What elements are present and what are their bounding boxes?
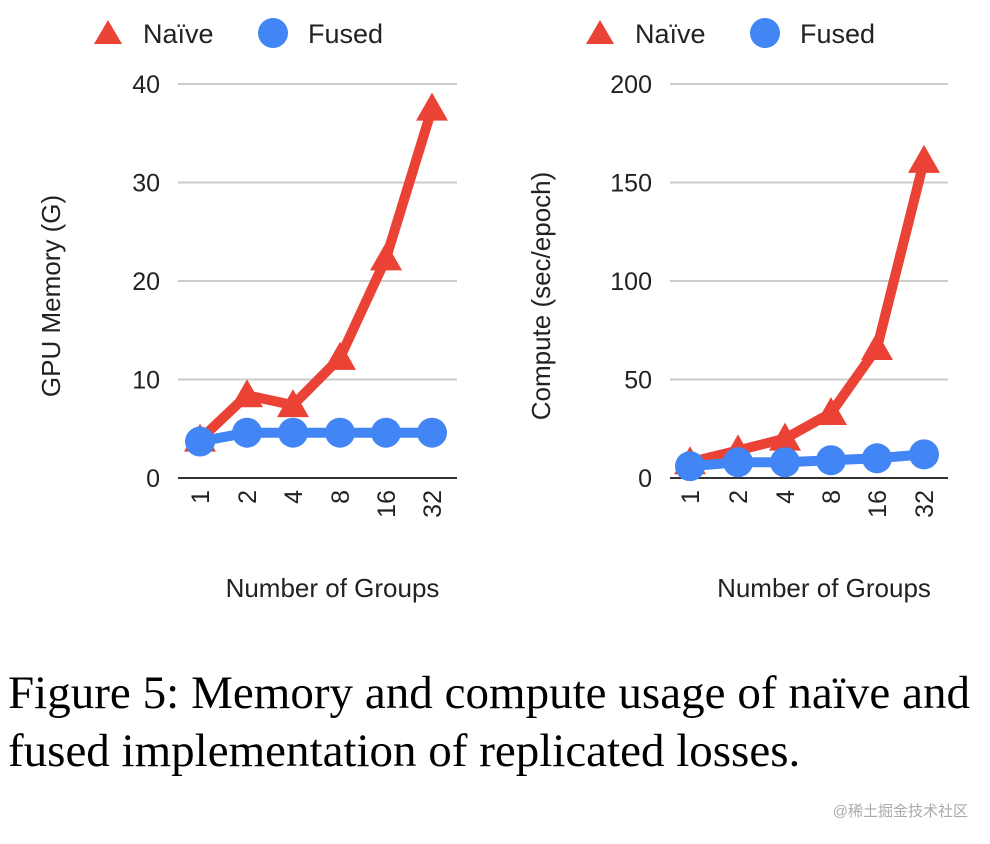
data-point-triangle — [861, 331, 893, 360]
y-tick-label: 100 — [610, 268, 652, 296]
legend-label: Fused — [800, 19, 875, 49]
x-tick-label: 32 — [911, 490, 939, 518]
x-axis-title: Number of Groups — [717, 573, 931, 603]
legend-label: Fused — [308, 19, 383, 49]
legend-circle-icon — [258, 18, 288, 48]
x-tick-label: 1 — [677, 490, 705, 504]
y-tick-label: 10 — [132, 367, 160, 395]
y-tick-label: 50 — [624, 367, 652, 395]
y-axis-title: GPU Memory (G) — [36, 195, 66, 397]
x-tick-label: 1 — [187, 490, 215, 504]
series-line-naïve — [196, 107, 437, 444]
watermark: @稀土掘金技术社区 — [832, 803, 968, 820]
x-tick-label: 8 — [818, 490, 846, 504]
y-tick-label: 20 — [132, 268, 160, 296]
data-point-circle — [723, 447, 753, 478]
data-point-circle — [816, 445, 846, 476]
x-tick-label: 2 — [725, 490, 753, 504]
data-point-triangle — [815, 396, 847, 425]
x-tick-label: 16 — [373, 490, 401, 518]
data-point-triangle — [277, 389, 309, 418]
data-point-circle — [909, 439, 939, 470]
x-tick-label: 4 — [280, 490, 308, 504]
data-point-circle — [417, 417, 447, 448]
data-point-circle — [371, 417, 401, 448]
data-point-triangle — [370, 242, 402, 271]
legend-circle-icon — [750, 18, 780, 48]
data-point-triangle — [231, 379, 263, 408]
chart-1: 0 10 20 30 40 1 2 4 8 16 32 Number of Groups GPU Mem… — [36, 18, 457, 603]
y-tick-label: 150 — [610, 170, 652, 198]
data-point-circle — [862, 443, 892, 474]
data-point-triangle — [769, 422, 801, 451]
y-tick-label: 30 — [132, 170, 160, 198]
legend-triangle-icon — [586, 20, 614, 44]
y-tick-label: 200 — [610, 71, 652, 99]
y-tick-label: 0 — [638, 465, 652, 493]
figure-caption: Figure 5: Memory and compute usage of na… — [8, 667, 970, 777]
data-point-circle — [770, 447, 800, 478]
x-tick-label: 2 — [234, 490, 262, 504]
data-point-circle — [278, 417, 308, 448]
data-point-circle — [185, 426, 215, 457]
x-tick-label: 16 — [864, 490, 892, 518]
data-point-circle — [232, 417, 262, 448]
x-tick-label: 4 — [772, 490, 800, 504]
x-tick-label: 8 — [327, 490, 355, 504]
data-point-circle — [325, 417, 355, 448]
y-axis-title: Compute (sec/epoch) — [526, 172, 556, 421]
y-tick-label: 40 — [132, 71, 160, 99]
x-axis-title: Number of Groups — [226, 573, 440, 603]
legend-triangle-icon — [94, 20, 122, 44]
data-point-triangle — [416, 92, 448, 121]
series-line-naïve — [688, 159, 929, 468]
y-tick-label: 0 — [146, 465, 160, 493]
data-point-triangle — [324, 341, 356, 370]
data-point-triangle — [908, 144, 940, 173]
chart-2: 0 50 100 150 200 1 2 4 8 16 32 Number of Groups Comp… — [526, 18, 948, 603]
legend-label: Naïve — [635, 19, 706, 49]
legend-label: Naïve — [143, 19, 214, 49]
x-tick-label: 32 — [419, 490, 447, 518]
data-point-circle — [675, 451, 705, 482]
